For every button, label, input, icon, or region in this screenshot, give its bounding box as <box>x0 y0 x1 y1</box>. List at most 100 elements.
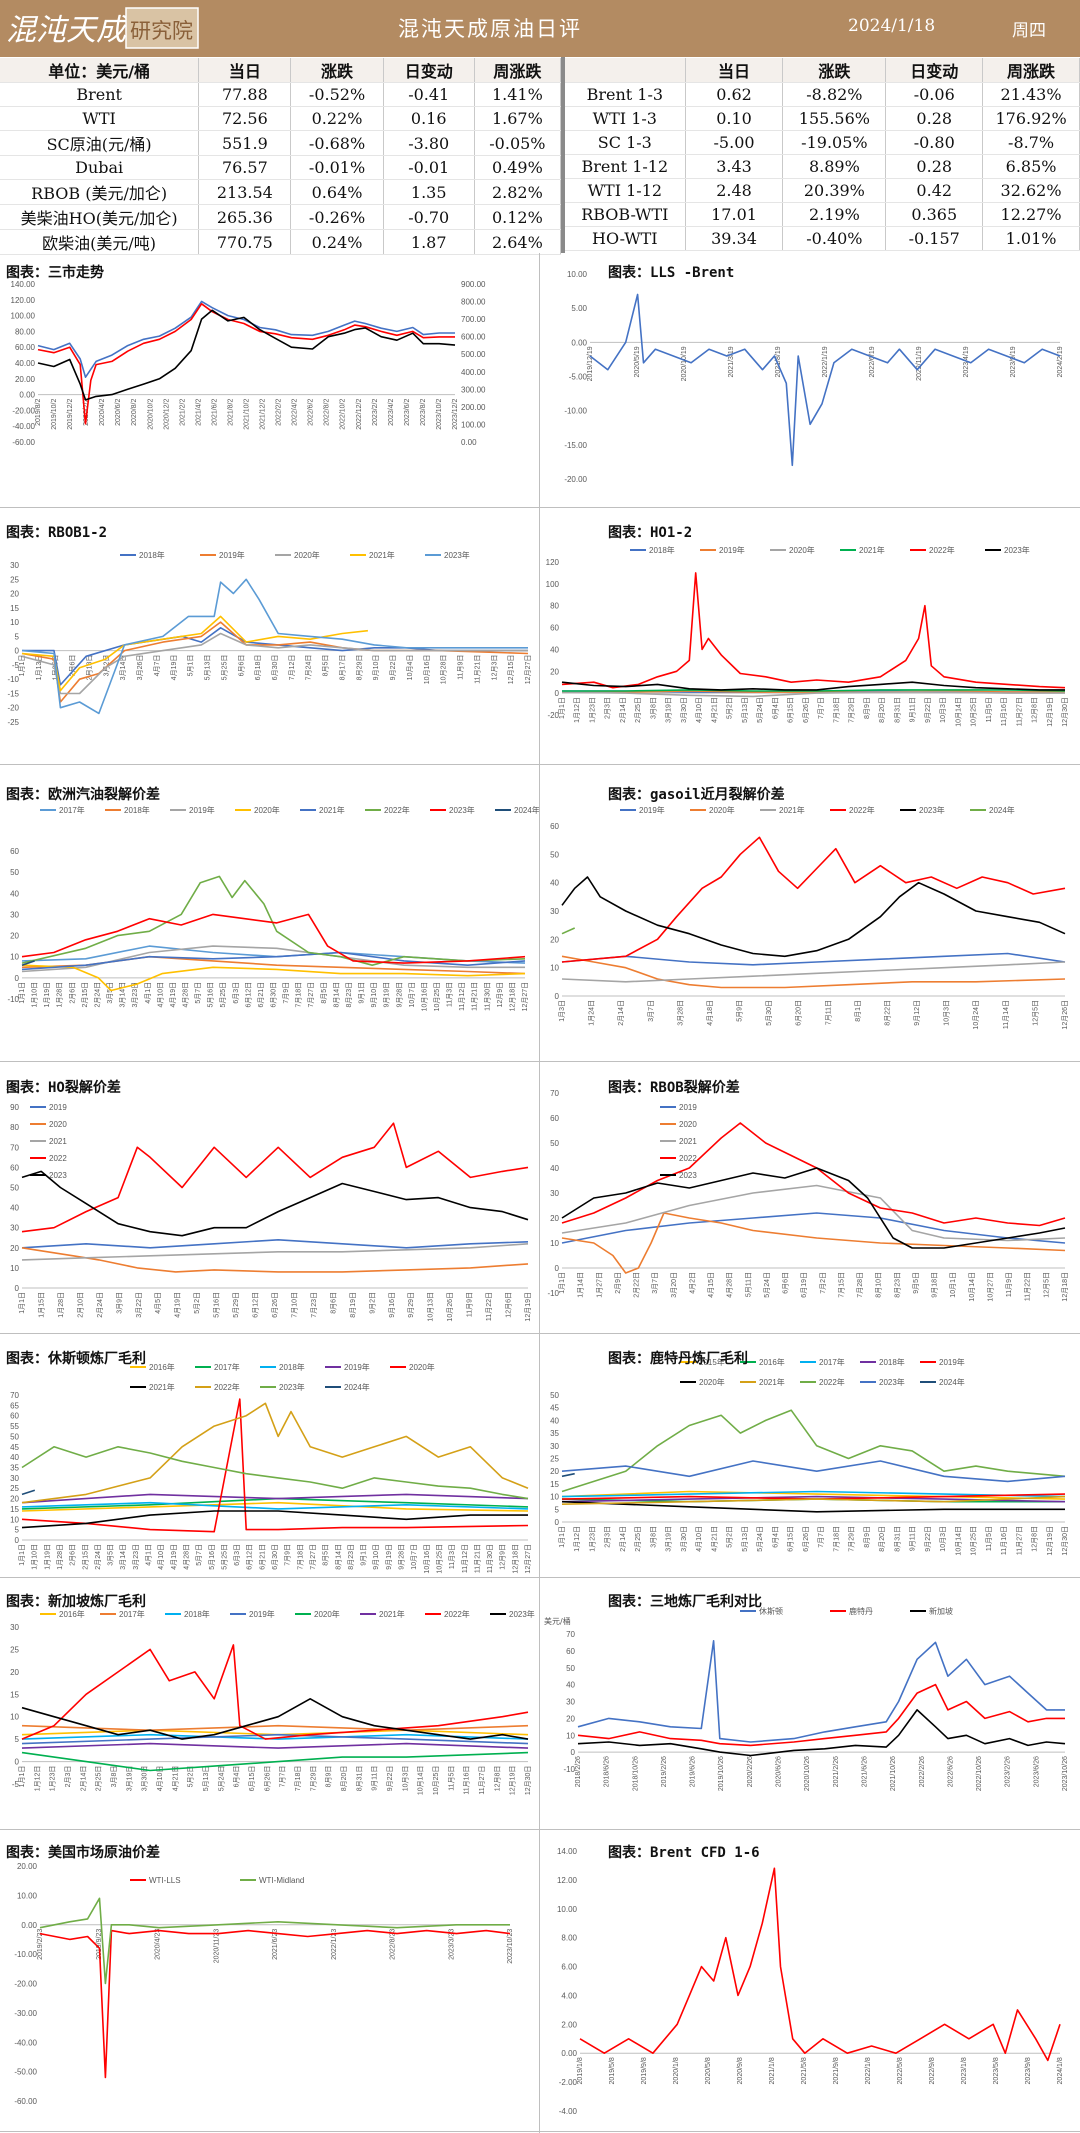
legend-label: 2016年 <box>149 1362 175 1372</box>
x-tick-label: 2018/2/26 <box>575 1756 582 1787</box>
x-tick-label: 7月7日 <box>279 1766 287 1788</box>
legend-label: 2022年 <box>444 1609 470 1619</box>
x-tick-label: 9月22日 <box>924 697 932 723</box>
table-cell: -19.05% <box>782 130 887 155</box>
x-tick-label: 11月27日 <box>478 1766 486 1795</box>
table-cell: 3.43 <box>685 154 784 179</box>
y-tick-label: 0 <box>555 689 560 698</box>
legend-label: 2016年 <box>759 1357 785 1367</box>
y-tick-label: -20 <box>7 704 19 713</box>
legend-label: 2020年 <box>699 1377 725 1387</box>
y-tick-label: 20.00 <box>15 375 36 384</box>
x-tick-label: 10月14日 <box>954 697 962 727</box>
chart-title: 图表：LLS -Brent <box>608 265 735 281</box>
chart-title: 图表：美国市场原油价差 <box>6 1845 160 1861</box>
row-label: RBOB (美元/加仑) <box>0 179 200 205</box>
x-tick-label: 1月12日 <box>573 697 581 723</box>
series-line-2024年 <box>21 1489 36 1496</box>
y-tick-label: 5 <box>15 1526 20 1535</box>
x-tick-label: 2022/10/26 <box>976 1756 983 1791</box>
y-tick-label: 8.00 <box>561 1934 577 1943</box>
y-tick-label: 10 <box>550 1493 559 1502</box>
x-tick-label: 11月22日 <box>485 1292 493 1321</box>
legend-label: 2018年 <box>124 805 150 815</box>
y-tick-label: 60 <box>550 822 559 831</box>
y-tick-label: 0 <box>15 1536 20 1545</box>
x-tick-label: 6月4日 <box>233 1766 241 1788</box>
table-cell: -8.82% <box>782 82 887 107</box>
y-tick-label: 40 <box>550 879 559 888</box>
x-tick-label: 10月25日 <box>435 1544 443 1574</box>
table-cell: -0.06 <box>885 82 984 107</box>
x-tick-label: 3月14日 <box>119 982 127 1008</box>
x-tick-label: 2020/4/23 <box>155 1929 162 1960</box>
y-tick-label: 20 <box>10 1495 19 1504</box>
report-date: 2024/1/18 <box>848 16 936 36</box>
x-tick-label: 4月5日 <box>154 1292 162 1314</box>
x-tick-label: 12月19日 <box>1046 1526 1054 1556</box>
x-tick-label: 5月13日 <box>204 655 212 681</box>
legend-label: 2019年 <box>249 1609 275 1619</box>
y-tick-label: 0 <box>555 992 560 1001</box>
x-tick-label: 1月19日 <box>43 982 51 1008</box>
x-tick-label: 2019/9/8 <box>641 2057 648 2084</box>
y-tick-label: 120 <box>546 558 560 567</box>
series-line-2019 <box>561 1212 1066 1244</box>
y-tick-label: 5 <box>15 1735 20 1744</box>
x-tick-label: 4月10日 <box>156 982 164 1008</box>
x-tick-label: 10月7日 <box>408 982 416 1008</box>
series-line-2023年 <box>21 913 526 964</box>
legend-label: 2024年 <box>514 805 539 815</box>
table-header-row: 单位：美元/桶 当日 涨跌 日变动 周涨跌 <box>0 58 562 83</box>
series-line-2023年 <box>21 578 528 715</box>
series-line-2019年 <box>21 1493 529 1504</box>
series-line-2021 <box>561 1184 1066 1242</box>
x-tick-label: 12月30日 <box>1061 697 1069 727</box>
table-cell: 0.28 <box>885 154 984 179</box>
x-tick-label: 1月23日 <box>588 1526 596 1552</box>
series-line-2024年 <box>561 927 576 935</box>
y-tick-label: 10 <box>10 1515 19 1524</box>
y-tick-label: 40 <box>566 1681 575 1690</box>
x-tick-label: 2021/4/2 <box>195 398 202 425</box>
x-tick-label: 2020/11/23 <box>213 1929 220 1964</box>
x-tick-label: 2023/6/26 <box>1033 1756 1040 1787</box>
x-tick-label: 9月2日 <box>368 1292 376 1314</box>
x-tick-label: 4月19日 <box>174 1292 182 1318</box>
x-tick-label: 1月12日 <box>33 1766 41 1792</box>
table-cell: -0.40% <box>782 226 887 251</box>
y-tick-label: -5 <box>12 1780 20 1789</box>
table-cell: 2.19% <box>782 202 887 227</box>
chart-panel-c5: 60 50 40 30 20 10 0 -10 1月1日 1月10日 1月19日 1月28日 2月6日 2… <box>0 766 539 1062</box>
chart-panel-c12: 70 60 50 40 30 20 10 0 -10 美元/桶 2018/2/26 2018/6/26… <box>540 1579 1080 1830</box>
y-tick-label: 40 <box>550 645 559 654</box>
table-cell: 1.87 <box>383 229 475 255</box>
legend-label: 2020年 <box>254 805 280 815</box>
legend-label: 2024年 <box>939 1377 965 1387</box>
series-line-2019年 <box>21 1733 529 1745</box>
x-tick-label: 2021/2/26 <box>833 1756 840 1787</box>
x-tick-label: 6月30日 <box>271 1544 279 1570</box>
x-tick-label: 9月22日 <box>924 1526 932 1552</box>
series-line-2020 <box>21 1247 529 1273</box>
x-tick-label: 2019/12/19 <box>587 346 594 381</box>
y-tick-label: 0 <box>15 1758 20 1767</box>
x-tick-label: 4月21日 <box>710 1526 718 1552</box>
x-tick-label: 2020/6/2 <box>115 398 122 425</box>
x-tick-label: 4月19日 <box>169 982 177 1008</box>
x-tick-label: 3月26日 <box>136 655 144 681</box>
chart-title: 图表：三市走势 <box>6 265 104 281</box>
table-row: WTI 72.56 0.22% 0.16 1.67% <box>0 106 562 131</box>
legend-label: WTI-Midland <box>259 1876 304 1885</box>
x-tick-label: 7月27日 <box>309 1544 317 1570</box>
x-tick-label: 12月19日 <box>524 1292 532 1322</box>
y-tick-label: 25 <box>10 1645 19 1654</box>
table-cell: 2.82% <box>474 179 562 205</box>
row-label: WTI 1-3 <box>565 106 686 131</box>
x-tick-label: 6月26日 <box>263 1766 271 1792</box>
y-tick-label: 90 <box>10 1103 19 1112</box>
y-tick-label: 15 <box>10 1505 19 1514</box>
y-tick-label: 25 <box>550 1455 559 1464</box>
table-cell: 8.89% <box>782 154 887 179</box>
legend-label: 2023 <box>49 1171 67 1180</box>
